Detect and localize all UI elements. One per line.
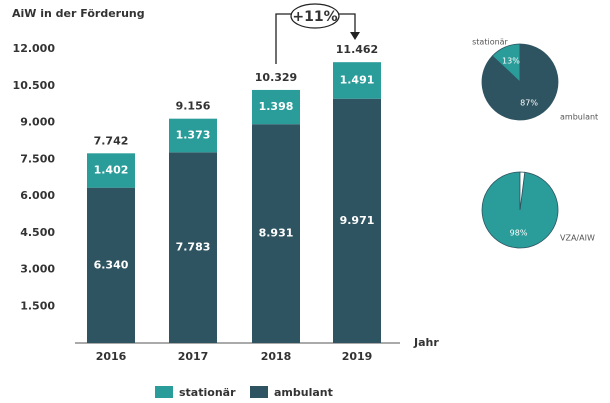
annotation-bracket bbox=[275, 13, 356, 64]
value-label: 1.491 bbox=[340, 73, 375, 86]
slice-category: VZA/AIW bbox=[560, 234, 595, 243]
bar-segment bbox=[252, 124, 300, 344]
legend-swatch bbox=[155, 386, 173, 398]
chart-title: AiW in der Förderung bbox=[12, 7, 145, 20]
value-label: 9.971 bbox=[340, 214, 375, 227]
bar-segment bbox=[333, 62, 381, 99]
annotation-ellipse bbox=[290, 3, 340, 29]
y-tick-label: 12.000 bbox=[13, 42, 56, 55]
legend-label: stationär bbox=[179, 386, 236, 399]
annotation-arrow bbox=[350, 32, 360, 40]
slice-label: 13% bbox=[502, 57, 520, 66]
x-tick-label: 2016 bbox=[96, 350, 127, 363]
x-axis-label: Jahr bbox=[413, 336, 439, 349]
pie-slice bbox=[519, 171, 526, 211]
slice-category: stationär bbox=[472, 38, 508, 47]
pie-slice bbox=[481, 43, 559, 121]
total-label: 7.742 bbox=[94, 134, 129, 147]
y-tick-label: 7.500 bbox=[20, 152, 55, 165]
slice-label: 87% bbox=[520, 98, 538, 107]
legend-label: ambulant bbox=[274, 386, 333, 399]
pie-slice bbox=[481, 171, 559, 249]
total-label: 11.462 bbox=[336, 43, 378, 56]
bar-segment bbox=[169, 118, 217, 153]
value-label: 8.931 bbox=[259, 227, 294, 240]
bar-segment bbox=[87, 153, 135, 188]
bar-segment bbox=[333, 98, 381, 343]
x-tick-label: 2018 bbox=[261, 350, 292, 363]
y-tick-label: 10.500 bbox=[13, 79, 56, 92]
y-tick-label: 3.000 bbox=[20, 263, 55, 276]
bar-segment bbox=[252, 89, 300, 125]
bar-segment bbox=[169, 152, 217, 343]
y-tick-label: 6.000 bbox=[20, 189, 55, 202]
y-tick-label: 4.500 bbox=[20, 226, 55, 239]
y-tick-label: 1.500 bbox=[20, 299, 55, 312]
x-tick-label: 2019 bbox=[342, 350, 373, 363]
value-label: 6.340 bbox=[94, 258, 129, 271]
total-label: 10.329 bbox=[255, 71, 297, 84]
annotation: +11% bbox=[292, 9, 337, 25]
value-label: 1.373 bbox=[176, 128, 211, 141]
value-label: 1.402 bbox=[94, 163, 129, 176]
y-tick-label: 9.000 bbox=[20, 116, 55, 129]
bar-segment bbox=[87, 187, 135, 343]
total-label: 9.156 bbox=[176, 100, 211, 113]
slice-category: ambulant bbox=[560, 113, 598, 122]
slice-label: 98% bbox=[510, 228, 528, 237]
value-label: 7.783 bbox=[176, 241, 211, 254]
x-tick-label: 2017 bbox=[178, 350, 209, 363]
value-label: 1.398 bbox=[259, 100, 294, 113]
legend-swatch bbox=[250, 386, 268, 398]
